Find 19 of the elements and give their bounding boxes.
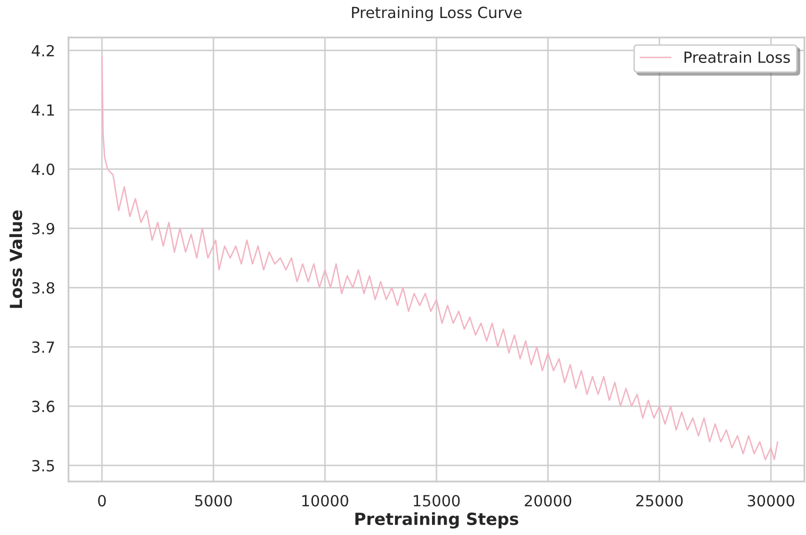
y-tick-label: 3.8 [32,282,54,294]
y-tick-label: 3.7 [32,341,54,353]
y-tick-label: 4.2 [32,44,54,56]
y-tick-label: 4.0 [32,164,54,176]
x-axis-title: Pretraining Steps [355,512,518,529]
x-tick-label: 5000 [195,494,232,507]
x-tick-label: 30000 [748,494,794,507]
x-tick-label: 15000 [414,494,460,507]
x-tick-label: 20000 [524,494,572,507]
y-tick-label: 3.5 [32,460,54,472]
chart-title: Pretraining Loss Curve [352,6,522,22]
y-tick-label: 4.1 [32,104,54,116]
legend-label: Preatrain Loss [684,51,790,64]
x-tick-label: 10000 [302,494,348,507]
x-tick-label: 25000 [636,494,683,507]
y-tick-label: 3.9 [32,222,54,234]
x-tick-label: 0 [98,494,106,507]
y-axis-title: Loss Value [9,210,22,308]
y-tick-label: 3.6 [32,400,54,412]
